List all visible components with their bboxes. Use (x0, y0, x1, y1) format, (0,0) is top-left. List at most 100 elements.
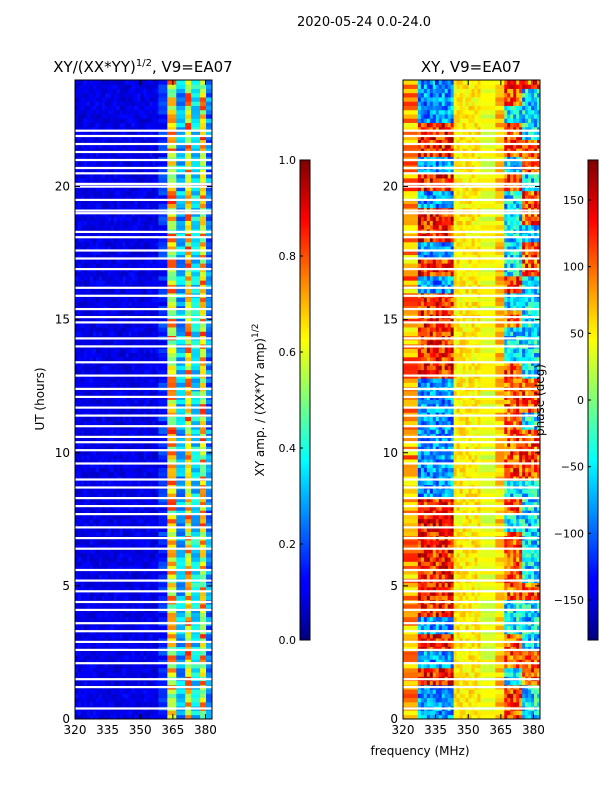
heatmap-cell (197, 557, 201, 562)
heatmap-cell (119, 471, 124, 477)
heatmap-cell (116, 493, 121, 498)
heatmap-cell (188, 633, 192, 639)
heatmap-cell (167, 361, 171, 366)
heatmap-cell (119, 693, 124, 699)
heatmap-cell (158, 378, 162, 383)
heatmap-cell (197, 339, 201, 345)
heatmap-cell (95, 488, 100, 494)
heatmap-cell (125, 701, 130, 707)
heatmap-cell (188, 480, 192, 486)
heatmap-cell (194, 612, 198, 618)
heatmap-cell (173, 399, 177, 405)
heatmap-cell (134, 254, 138, 260)
heatmap-cell (146, 425, 150, 430)
heatmap-cell (116, 625, 121, 630)
heatmap-cell (158, 408, 162, 413)
heatmap-cell (140, 403, 144, 409)
heatmap-cell (173, 442, 177, 447)
heatmap-cell (134, 612, 138, 618)
heatmap-cell (173, 454, 177, 460)
heatmap-cell (146, 471, 150, 477)
heatmap-cell (104, 275, 109, 281)
heatmap-cell (158, 642, 162, 647)
heatmap-cell (200, 625, 204, 630)
heatmap-cell (98, 693, 103, 699)
heatmap-cell (104, 689, 109, 694)
heatmap-cell (95, 471, 100, 477)
heatmap-cell (104, 437, 109, 443)
heatmap-cell (83, 544, 88, 549)
heatmap-cell (155, 454, 159, 460)
heatmap-cell (86, 582, 91, 588)
heatmap-cell (158, 497, 162, 503)
heatmap-cell (80, 390, 85, 396)
heatmap-cell (158, 625, 162, 630)
heatmap-cell (170, 591, 174, 596)
heatmap-cell (75, 689, 79, 694)
heatmap-cell (146, 501, 150, 507)
heatmap-cell (182, 655, 186, 660)
heatmap-cell (167, 693, 171, 699)
heatmap-cell (92, 310, 97, 315)
heatmap-cell (170, 459, 174, 464)
heatmap-cell (194, 459, 198, 464)
heatmap-cell (155, 459, 159, 464)
heatmap-cell (209, 540, 212, 545)
heatmap-cell (95, 697, 100, 703)
heatmap-cell (143, 510, 147, 515)
heatmap-cell (122, 442, 127, 447)
heatmap-cell (122, 659, 127, 665)
heatmap-cell (152, 408, 156, 413)
heatmap-cell (203, 531, 207, 537)
heatmap-cell (134, 544, 138, 549)
heatmap-cell (92, 625, 97, 630)
heatmap-cell (191, 574, 195, 579)
heatmap-cell (137, 595, 141, 601)
heatmap-cell (170, 275, 174, 281)
heatmap-cell (143, 348, 147, 354)
heatmap-cell (191, 280, 195, 285)
heatmap-cell (200, 454, 204, 460)
heatmap-cell (122, 552, 127, 558)
heatmap-cell (161, 297, 165, 302)
heatmap-cell (170, 361, 174, 366)
heatmap-cell (176, 501, 180, 507)
heatmap-cell (173, 680, 177, 686)
heatmap-cell (110, 361, 115, 366)
heatmap-cell (92, 382, 97, 388)
heatmap-cell (203, 701, 207, 707)
heatmap-cell (176, 471, 180, 477)
heatmap-cell (188, 361, 192, 366)
heatmap-cell (119, 638, 124, 643)
heatmap-cell (128, 275, 132, 281)
heatmap-cell (152, 655, 156, 660)
heatmap-cell (191, 446, 195, 452)
heatmap-cell (95, 459, 100, 464)
heatmap-cell (155, 310, 159, 315)
heatmap-cell (77, 655, 82, 660)
heatmap-cell (161, 518, 165, 524)
heatmap-cell (170, 288, 174, 294)
heatmap-cell (116, 574, 121, 579)
heatmap-cell (131, 327, 135, 332)
heatmap-cell (197, 258, 201, 264)
heatmap-cell (176, 446, 180, 452)
heatmap-cell (143, 420, 147, 426)
heatmap-cell (137, 263, 141, 268)
heatmap-cell (80, 297, 85, 302)
heatmap-cell (140, 672, 144, 677)
heatmap-cell (128, 701, 132, 707)
heatmap-cell (86, 501, 91, 507)
heatmap-cell (80, 523, 85, 528)
heatmap-cell (173, 369, 177, 375)
heatmap-cell (155, 275, 159, 281)
heatmap-cell (110, 527, 115, 532)
heatmap-cell (125, 288, 130, 294)
heatmap-cell (83, 701, 88, 707)
heatmap-cell (170, 714, 174, 719)
heatmap-cell (164, 642, 168, 647)
heatmap-cell (155, 480, 159, 486)
heatmap-cell (86, 301, 91, 307)
heatmap-cell (95, 595, 100, 601)
heatmap-cell (86, 548, 91, 554)
